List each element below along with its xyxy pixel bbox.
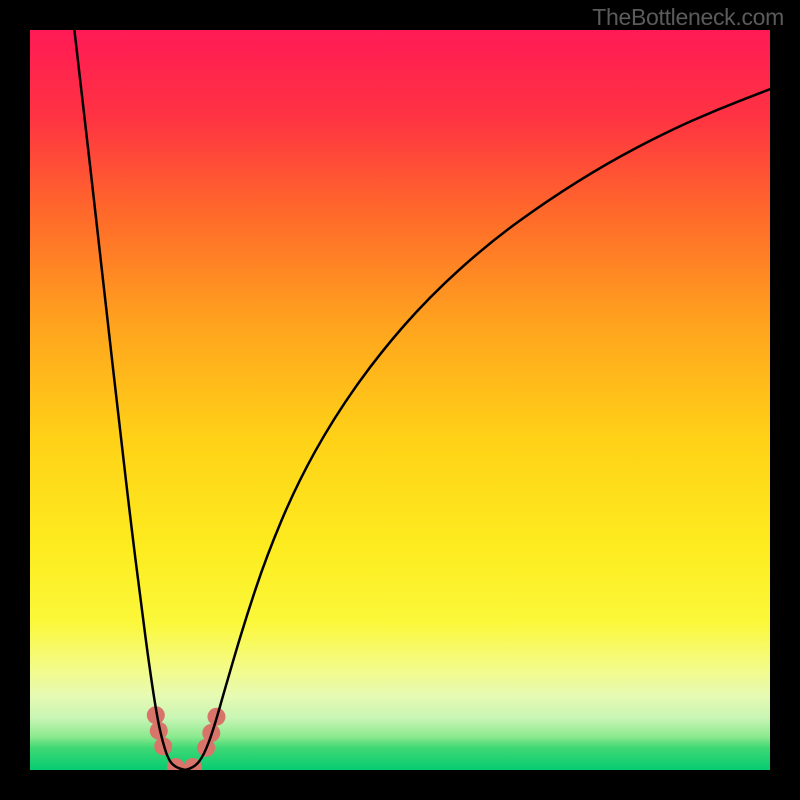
curve-left (74, 30, 185, 770)
curve-right (185, 89, 770, 770)
watermark-text: TheBottleneck.com (592, 4, 784, 31)
marker-group (147, 706, 226, 770)
plot-area (30, 30, 770, 770)
chart-container: TheBottleneck.com (0, 0, 800, 800)
curves-svg (30, 30, 770, 770)
